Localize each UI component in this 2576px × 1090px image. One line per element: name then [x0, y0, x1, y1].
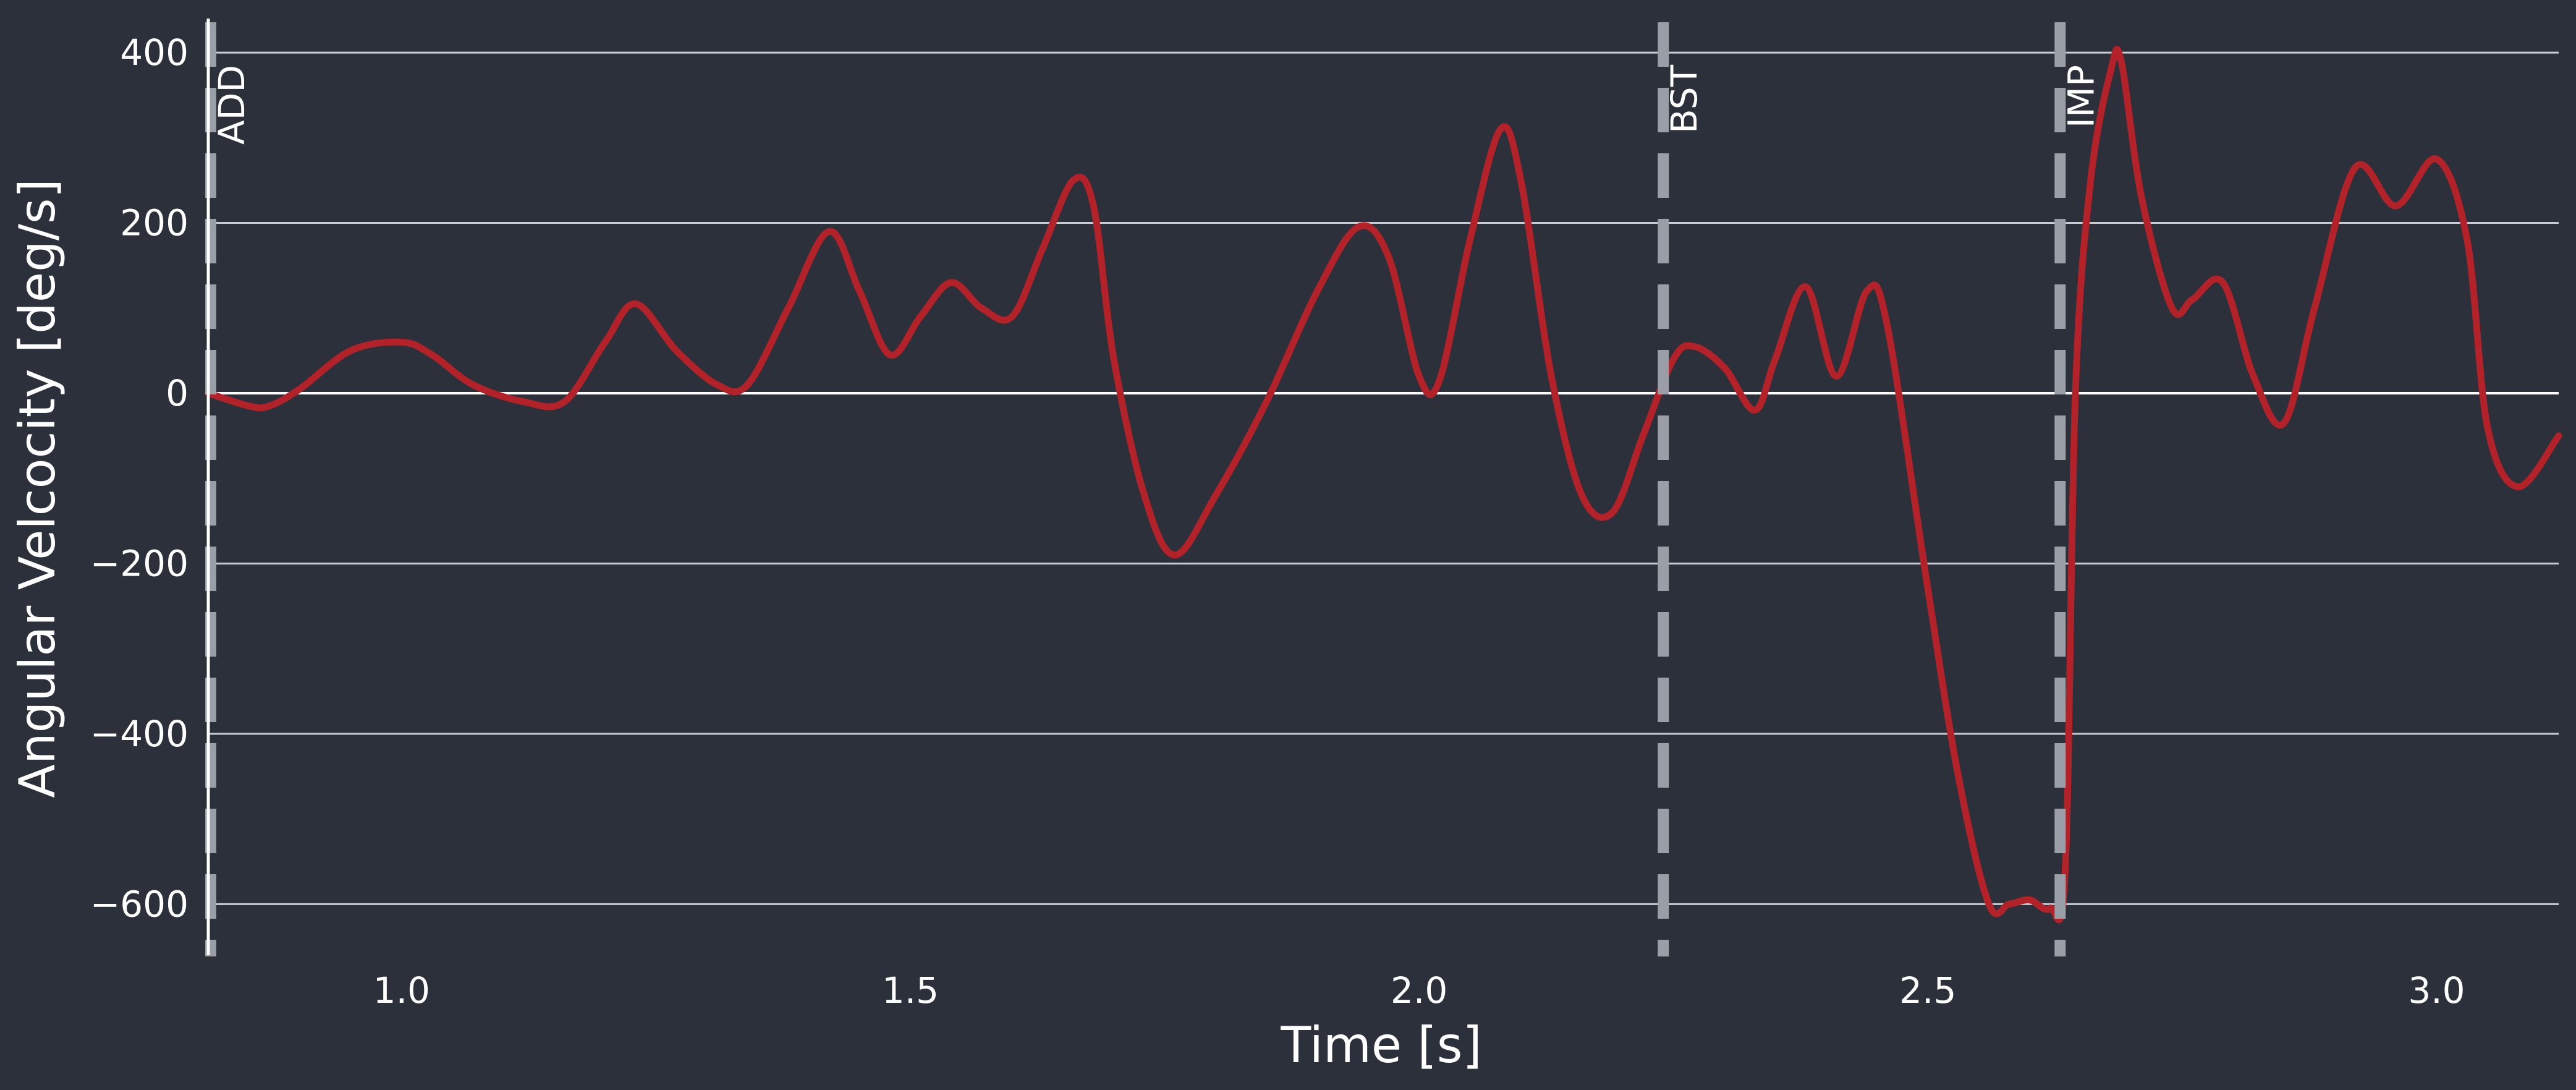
x-axis-label: Time [s]: [1280, 1016, 1481, 1074]
y-tick-label-3: −200: [90, 542, 189, 584]
event-label-bst: BST: [1663, 64, 1705, 134]
y-tick-labels: 400 200 0 −200 −400 −600: [90, 32, 189, 925]
x-tick-label-1: 1.5: [882, 969, 939, 1011]
series-line-0: [205, 46, 2562, 924]
y-tick-label-4: −400: [90, 713, 189, 755]
y-tick-label-0: 400: [120, 32, 189, 74]
y-axis-label: Angular Velcocity [deg/s]: [9, 179, 66, 798]
y-tick-label-1: 200: [120, 202, 189, 244]
x-tick-label-0: 1.0: [373, 969, 430, 1011]
event-label-imp: IMP: [2060, 65, 2102, 128]
y-tick-label-5: −600: [90, 883, 189, 925]
event-label-add: ADD: [211, 65, 253, 145]
x-tick-labels: 1.0 1.5 2.0 2.5 3.0: [373, 969, 2465, 1011]
x-tick-label-4: 3.0: [2408, 969, 2465, 1011]
y-tick-label-2: 0: [166, 372, 189, 414]
x-tick-label-2: 2.0: [1391, 969, 1447, 1011]
grid-lines: [208, 51, 2559, 905]
event-markers: ADD BST IMP: [205, 22, 2102, 956]
x-tick-label-3: 2.5: [1899, 969, 1956, 1011]
series-layer: [205, 46, 2562, 924]
